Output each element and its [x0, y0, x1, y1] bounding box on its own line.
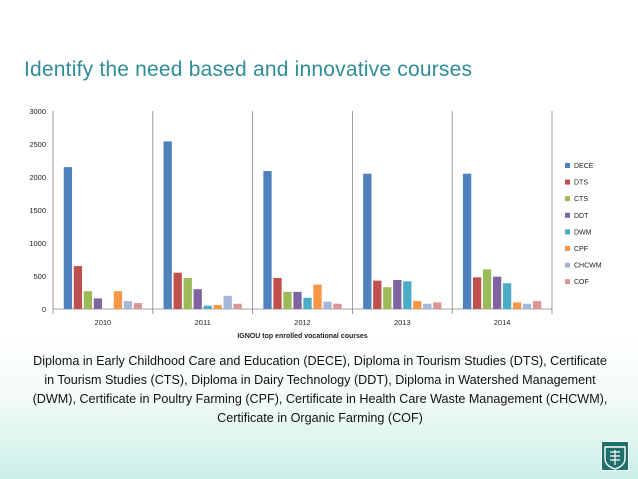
y-tick-label: 2000 [29, 173, 46, 182]
legend-label: DECE [574, 163, 594, 170]
bar-dece-2011 [163, 141, 172, 309]
bar-dwm-2014 [502, 283, 512, 309]
legend-label: COF [574, 279, 589, 286]
bar-dece-2012 [263, 171, 272, 309]
legend-label: CTS [574, 196, 588, 203]
bar-dece-2013 [363, 173, 372, 309]
bar-cts-2014 [482, 269, 492, 309]
bar-cts-2013 [383, 287, 392, 309]
legend-swatch [565, 196, 570, 202]
bar-cpf-2014 [512, 302, 522, 309]
bar-cof-2011 [233, 303, 242, 309]
x-tick-label: 2013 [394, 318, 411, 327]
bar-chcwm-2012 [323, 301, 332, 309]
legend-label: CPF [574, 246, 588, 253]
legend-label: DTS [574, 180, 588, 187]
legend-swatch [565, 229, 570, 235]
bar-cpf-2011 [213, 305, 222, 309]
bar-cpf-2013 [413, 301, 422, 309]
x-tick-label: 2010 [95, 318, 112, 327]
bar-chart: 0 500 1000 1500 2000 2500 3000 2010 2011 2012 2013… [29, 107, 602, 340]
y-tick-label: 1500 [29, 206, 46, 215]
bar-chcwm-2011 [223, 295, 232, 309]
legend-label: CHCWM [574, 263, 602, 270]
x-tick-label: 2011 [195, 318, 211, 327]
legend-swatch [565, 179, 570, 185]
university-emblem-icon [601, 441, 629, 471]
bar-chcwm-2010 [123, 301, 133, 309]
bar-chcwm-2014 [522, 303, 532, 309]
bar-cof-2014 [532, 301, 542, 309]
bar-dts-2010 [73, 266, 83, 309]
bar-cof-2012 [333, 303, 342, 309]
y-tick-label: 1000 [29, 239, 46, 248]
chart-legend: DECE DTS CTS DDT DWM CPF CHCWM COF [565, 163, 602, 286]
bar-dece-2010 [63, 167, 73, 309]
bar-cpf-2012 [313, 284, 322, 309]
bar-ddt-2014 [492, 276, 502, 309]
x-tick-label: 2014 [494, 318, 511, 327]
bar-ddt-2012 [293, 291, 302, 309]
bar-ddt-2010 [93, 298, 103, 309]
bar-cof-2013 [433, 302, 442, 309]
y-tick-label: 2500 [29, 140, 46, 149]
bar-cts-2012 [283, 291, 292, 309]
bar-dts-2014 [472, 277, 482, 309]
bar-dwm-2012 [303, 297, 312, 309]
legend-swatch [565, 163, 570, 168]
bar-chcwm-2013 [423, 303, 432, 309]
bar-cpf-2010 [113, 291, 123, 309]
bar-cts-2011 [183, 277, 192, 309]
chart-axes: 0 500 1000 1500 2000 2500 3000 2010 2011 2012 2013… [29, 107, 553, 340]
bar-dwm-2011 [203, 305, 212, 309]
legend-swatch [565, 262, 570, 268]
slide-title: Identify the need based and innovative c… [24, 58, 473, 81]
legend-label: DWM [574, 229, 592, 236]
bar-ddt-2011 [193, 289, 202, 309]
y-tick-label: 0 [42, 305, 46, 314]
bar-cof-2010 [133, 303, 143, 309]
x-tick-label: 2012 [294, 318, 311, 327]
y-tick-label: 3000 [29, 107, 46, 116]
legend-swatch [565, 212, 570, 218]
course-caption: Diploma in Early Childhood Care and Educ… [32, 354, 608, 425]
bar-dts-2012 [273, 277, 282, 309]
legend-swatch [565, 246, 570, 251]
bar-dece-2014 [462, 173, 472, 309]
bar-dwm-2013 [403, 281, 412, 309]
bar-dts-2013 [373, 280, 382, 309]
bar-ddt-2013 [393, 279, 402, 309]
x-axis-title: IGNOU top enrolled vocational courses [237, 333, 367, 340]
legend-swatch [565, 279, 570, 285]
bar-dts-2011 [173, 272, 182, 309]
legend-label: DDT [574, 213, 589, 220]
chart-bars [63, 141, 542, 309]
y-tick-label: 500 [33, 272, 46, 281]
bar-cts-2010 [83, 291, 93, 309]
